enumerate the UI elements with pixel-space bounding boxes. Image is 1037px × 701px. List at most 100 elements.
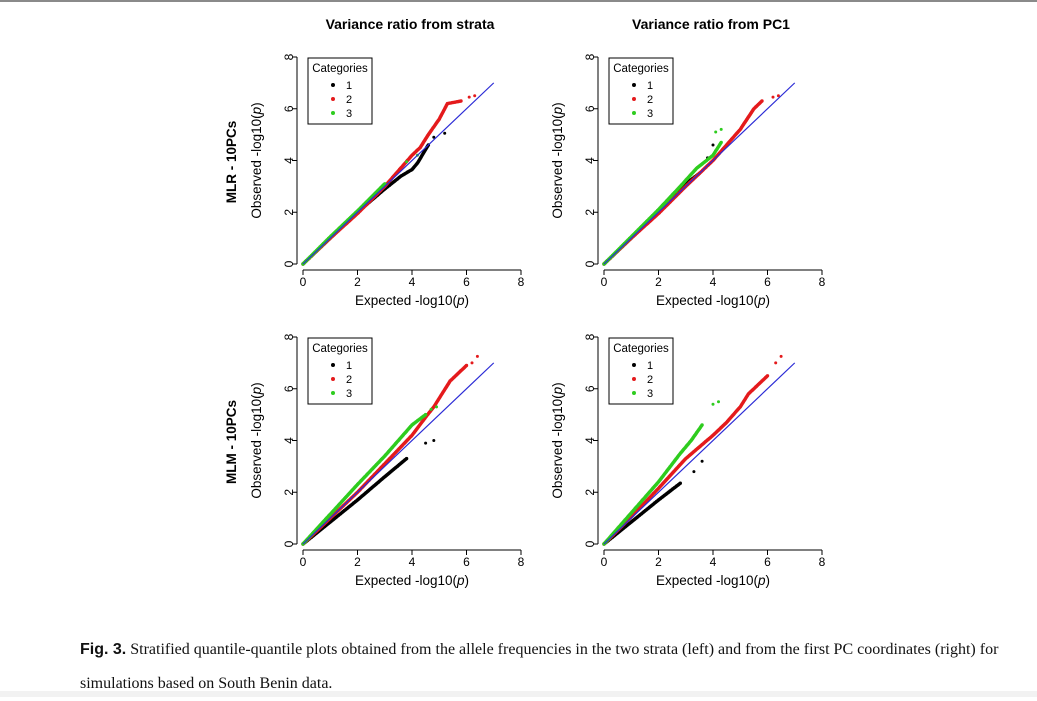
data-point <box>692 470 696 474</box>
x-tick-label: 4 <box>710 275 717 289</box>
y-tick-label: 4 <box>282 437 296 444</box>
y-tick-label: 8 <box>282 333 296 340</box>
legend-label: 2 <box>647 94 653 106</box>
legend-label: 1 <box>346 80 352 92</box>
data-point <box>717 400 720 404</box>
y-tick-label: 0 <box>282 540 296 547</box>
data-point <box>432 439 436 442</box>
data-point <box>711 402 715 406</box>
x-tick-label: 0 <box>601 555 608 569</box>
data-point <box>473 94 477 98</box>
legend-box <box>307 337 373 405</box>
legend-marker <box>632 391 636 395</box>
x-tick-label: 0 <box>300 275 307 289</box>
legend-box <box>307 57 373 125</box>
data-point <box>464 363 469 368</box>
data-point <box>719 140 723 145</box>
x-tick-label: 2 <box>354 555 361 569</box>
y-tick-label: 2 <box>282 489 296 496</box>
reference-line <box>603 362 796 545</box>
x-axis-label: Expected -log10(p) <box>656 293 770 308</box>
legend-marker <box>632 111 636 115</box>
y-tick-label: 4 <box>583 437 597 444</box>
qq-figure: Variance ratio from strata Variance rati… <box>224 16 826 588</box>
x-tick-label: 8 <box>518 275 525 289</box>
y-tick-label: 6 <box>282 105 296 112</box>
data-point <box>774 361 778 365</box>
legend-title: Categories <box>613 63 669 75</box>
y-tick-label: 0 <box>282 260 296 267</box>
data-point <box>383 182 387 186</box>
caption-label: Fig. 3. <box>80 641 127 658</box>
qq-panel-mlm-pc1: 0 2 4 6 8 0 2 4 6 8 Expected -log10(p) Observed -lo… <box>550 333 826 588</box>
legend-title: Categories <box>312 63 368 75</box>
y-tick-label: 0 <box>583 260 597 267</box>
y-axis-label-p: p <box>550 106 565 115</box>
column-title-pc1: Variance ratio from PC1 <box>632 16 790 32</box>
data-point <box>771 95 775 99</box>
legend-label: 1 <box>647 80 653 92</box>
data-point <box>429 407 433 411</box>
reference-line <box>302 82 495 265</box>
legend-label: 3 <box>647 108 653 120</box>
data-point <box>423 412 428 417</box>
y-axis-label-p: p <box>249 386 264 395</box>
x-tick-label: 2 <box>354 275 361 289</box>
series-3 <box>602 400 720 546</box>
y-tick-label: 8 <box>583 53 597 60</box>
y-axis-label-p: p <box>550 386 565 395</box>
legend-marker <box>331 111 335 115</box>
column-title-strata: Variance ratio from strata <box>326 16 495 32</box>
data-point <box>404 456 409 461</box>
legend-marker <box>331 363 335 367</box>
y-tick-label: 2 <box>583 209 597 216</box>
qq-panel-mlr-pc1: 0 2 4 6 8 0 2 4 6 8 Expected -log10(p) Observed -lo… <box>550 53 826 308</box>
qq-panel-mlr-strata: 0 2 4 6 8 0 2 4 6 8 Expected -log10(p) Observed -lo… <box>249 53 525 308</box>
y-axis-label-p: p <box>249 106 264 115</box>
data-point <box>714 130 718 134</box>
legend-label: 2 <box>647 374 653 386</box>
legend-box <box>608 337 674 405</box>
data-point <box>424 441 428 445</box>
legend-marker <box>632 363 636 367</box>
data-point <box>760 99 764 103</box>
data-point <box>405 160 409 164</box>
legend-marker <box>632 97 636 101</box>
x-axis-label-p: p <box>456 293 465 308</box>
y-tick-label: 4 <box>583 157 597 164</box>
x-tick-label: 8 <box>819 555 826 569</box>
data-point <box>475 354 479 358</box>
y-axis-label: Observed -log10(p) <box>550 382 565 498</box>
data-point <box>432 135 436 139</box>
legend-marker <box>331 377 335 381</box>
data-point <box>467 95 471 99</box>
legend-label: 3 <box>346 388 352 400</box>
caption-text: Stratified quantile-quantile plots obtai… <box>80 641 999 692</box>
y-tick-label: 8 <box>282 53 296 60</box>
legend-title: Categories <box>613 343 669 355</box>
x-tick-label: 8 <box>819 275 826 289</box>
legend-label: 3 <box>346 108 352 120</box>
legend-box <box>608 57 674 125</box>
y-tick-label: 4 <box>282 157 296 164</box>
x-tick-label: 6 <box>463 555 470 569</box>
x-axis-label: Expected -log10(p) <box>355 293 469 308</box>
figure-caption: Fig. 3. Stratified quantile-quantile plo… <box>80 633 1010 701</box>
legend-marker <box>331 391 335 395</box>
y-tick-label: 6 <box>282 385 296 392</box>
data-point <box>700 459 704 463</box>
legend-marker <box>632 377 636 381</box>
data-point <box>765 374 770 378</box>
row-title-mlr: MLR - 10PCs <box>224 121 239 204</box>
reference-line <box>603 82 796 265</box>
x-tick-label: 4 <box>409 275 416 289</box>
x-tick-label: 6 <box>463 275 470 289</box>
y-axis-label: Observed -log10(p) <box>550 102 565 218</box>
data-point <box>719 127 723 131</box>
legend-label: 1 <box>647 360 653 372</box>
data-point <box>443 131 447 135</box>
x-tick-label: 4 <box>409 555 416 569</box>
legend-label: 2 <box>346 94 352 106</box>
y-tick-label: 2 <box>583 489 597 496</box>
x-tick-label: 0 <box>300 555 307 569</box>
